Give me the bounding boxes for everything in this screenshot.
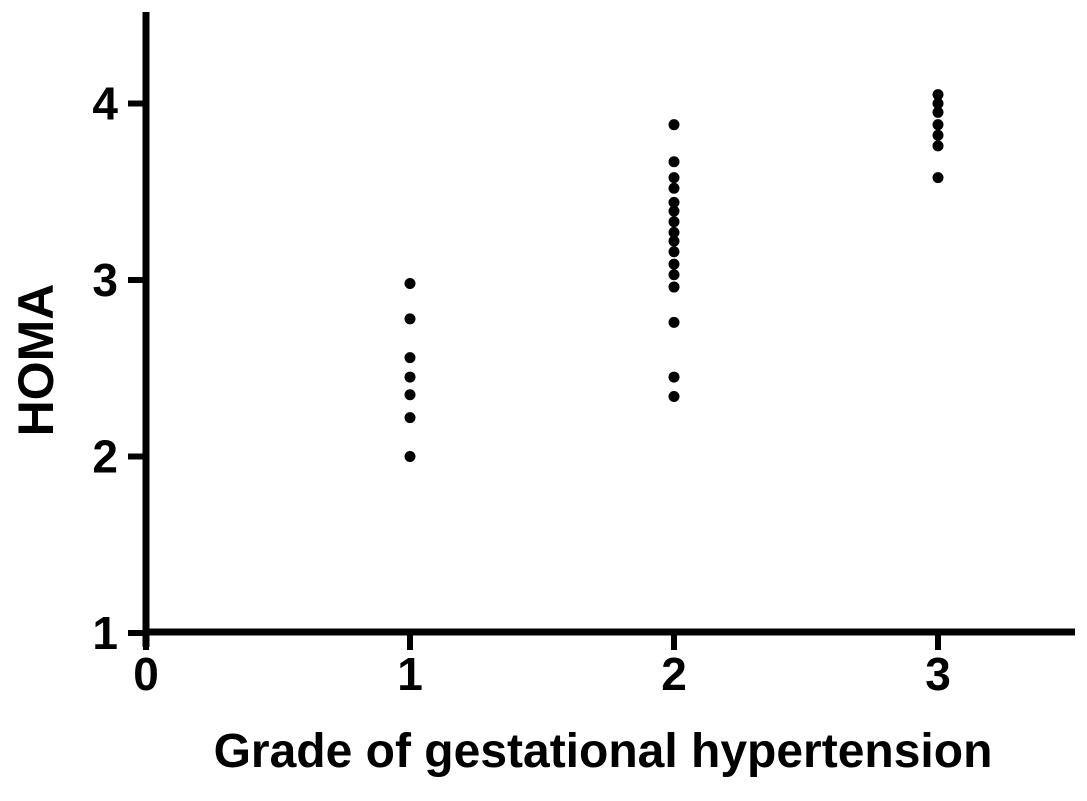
data-point	[668, 119, 680, 131]
data-point	[404, 389, 416, 401]
data-point	[668, 281, 680, 293]
data-point	[668, 226, 680, 238]
data-point	[668, 258, 680, 270]
data-point	[668, 246, 680, 258]
data-point	[404, 412, 416, 424]
y-tick-label: 2	[92, 431, 118, 483]
data-point	[404, 371, 416, 383]
y-tick-label: 3	[92, 254, 118, 306]
data-point	[932, 106, 944, 118]
x-tick-label: 3	[925, 648, 951, 700]
data-point	[668, 235, 680, 247]
x-axis-title: Grade of gestational hypertension	[213, 725, 993, 778]
data-point	[932, 172, 944, 184]
data-point	[404, 278, 416, 290]
data-point	[668, 390, 680, 402]
data-point	[668, 182, 680, 194]
data-point	[668, 371, 680, 383]
data-point	[404, 352, 416, 364]
data-point	[932, 119, 944, 131]
data-point	[668, 205, 680, 217]
data-point	[668, 269, 680, 281]
data-point	[404, 313, 416, 325]
data-point	[404, 451, 416, 462]
y-axis-title: HOMA	[8, 283, 64, 437]
y-tick-label: 1	[92, 607, 118, 659]
y-tick-label: 4	[92, 78, 118, 130]
x-tick-label: 1	[397, 648, 423, 700]
data-point	[932, 89, 944, 101]
data-point	[932, 140, 944, 152]
x-tick-label: 0	[133, 648, 159, 700]
data-point	[668, 316, 680, 328]
data-point	[932, 129, 944, 141]
data-point	[668, 156, 680, 168]
data-point	[668, 172, 680, 184]
data-point	[932, 98, 944, 109]
x-tick-label: 2	[661, 648, 687, 700]
data-point	[668, 196, 680, 208]
data-point	[668, 216, 680, 228]
